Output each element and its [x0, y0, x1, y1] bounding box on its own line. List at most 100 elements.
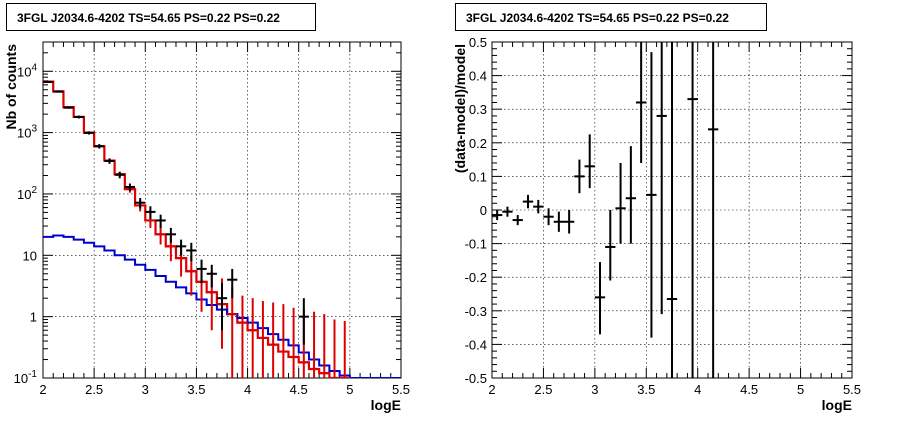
y-tick-label: 104 [17, 62, 37, 79]
y-tick-label: 0.4 [469, 69, 487, 84]
data-points-black-point [298, 298, 309, 345]
model-points-red-point [268, 302, 279, 378]
model-points-red-point [319, 314, 330, 378]
y-axis-title: Nb of counts [3, 44, 19, 130]
y-tick-label: -0.4 [465, 337, 487, 352]
model-points-red-point [227, 287, 238, 378]
residual-points-black-point [543, 208, 554, 226]
residual-points-black-point [605, 210, 616, 281]
x-axis-title: logE [371, 397, 401, 413]
series-layer [43, 80, 401, 378]
residual-points-black-point [615, 162, 626, 244]
residual-points-black-point [533, 199, 544, 214]
y-tick-label: 0 [480, 203, 487, 218]
model-points-red-point [247, 298, 258, 378]
residual-points-black-point [522, 194, 534, 209]
residual-points-black-point [666, 42, 678, 378]
data-points-black-point [114, 171, 125, 179]
left-chart-title: 3FGL J2034.6-4202 TS=54.65 PS=0.22 PS=0.… [6, 3, 316, 31]
data-points-black-point [145, 206, 156, 220]
y-tick-label: -0.3 [465, 304, 487, 319]
x-tick-label: 4 [244, 382, 251, 397]
residual-points-black-point [564, 210, 575, 234]
x-tick-label: 3 [142, 382, 149, 397]
residual-points-black-point [502, 206, 513, 217]
data-points-black-point [196, 259, 207, 284]
y-tick-label: 1 [30, 310, 37, 325]
y-tick-label: -0.1 [465, 237, 487, 252]
series-layer [492, 42, 719, 378]
x-axis-title: logE [822, 397, 852, 413]
model-points-red-point [155, 225, 166, 245]
x-tick-label: 2 [39, 382, 46, 397]
data-points-black-point [94, 144, 105, 149]
data-points-black-point [175, 239, 187, 256]
x-tick-label: 3.5 [637, 382, 655, 397]
x-tick-label: 4.5 [290, 382, 308, 397]
x-tick-label: 2.5 [534, 382, 552, 397]
residual-points-black-point [512, 215, 523, 226]
model-points-red-point [257, 300, 269, 378]
x-tick-label: 5 [346, 382, 353, 397]
right-chart-title: 3FGL J2034.6-4202 TS=54.65 PS=0.22 PS=0.… [455, 3, 767, 31]
model-points-red-point [186, 255, 197, 296]
data-points-black-point [63, 106, 74, 109]
residual-points-black-point [636, 42, 647, 163]
left-plot-area: 2 2.5 3 3.5 4 4.5 5 5.5 10-1 1 10 102 103 104 logE Nb o… [3, 41, 410, 413]
y-tick-label: 10 [23, 248, 37, 263]
y-tick-label: 10-1 [14, 369, 38, 386]
residual-points-black-point [553, 211, 564, 232]
data-points-black-point [83, 131, 95, 135]
y-tick-label: 0.3 [469, 102, 487, 117]
x-tick-label: 4.5 [740, 382, 758, 397]
data-points-black-point [216, 283, 228, 331]
residual-points-black-point [574, 159, 585, 194]
y-tick-label: -0.2 [465, 270, 487, 285]
data-points-black-point [155, 214, 166, 228]
data-points-black-point [73, 115, 84, 119]
residual-points-black-point [708, 42, 719, 378]
data-points-black-point [227, 268, 238, 299]
data-points-black-point [124, 183, 136, 191]
data-points-black-point [53, 90, 64, 93]
x-tick-label: 5.5 [843, 382, 861, 397]
y-tick-label: 103 [17, 124, 37, 141]
y-tick-label: 0.2 [469, 136, 487, 151]
x-tick-label: 2.5 [85, 382, 103, 397]
residual-points-black-point [656, 42, 667, 315]
y-tick-label: -0.5 [465, 371, 487, 386]
y-tick-label: 0.1 [469, 169, 487, 184]
right-plot-area: 2 2.5 3 3.5 4 4.5 5 5.5 -0.5 -0.4 -0.3 -0.2 -0.1 0 0.1… [452, 35, 861, 413]
y-tick-label: 0.5 [469, 35, 487, 50]
data-points-black-point [135, 197, 146, 209]
model-points-red-point [288, 307, 299, 378]
model-points-red-point [308, 311, 320, 378]
residual-points-black-point [492, 210, 503, 221]
residual-points-black-point [584, 134, 595, 189]
tick-marks [491, 41, 853, 379]
x-tick-label: 3 [591, 382, 598, 397]
x-tick-label: 4 [694, 382, 701, 397]
data-points-black-point [43, 80, 54, 83]
model-points-red-point [278, 304, 289, 378]
gridlines [492, 42, 852, 378]
plot-frame [42, 41, 402, 379]
residual-points-black-point [594, 262, 606, 335]
data-points-black-point [165, 227, 176, 243]
x-tick-label: 2 [488, 382, 495, 397]
x-tick-label: 3.5 [187, 382, 205, 397]
tick-marks [42, 41, 402, 379]
data-points-black-point [186, 242, 197, 262]
data-points-black-point [206, 264, 217, 288]
x-tick-label: 5.5 [392, 382, 410, 397]
y-tick-label: 102 [17, 185, 37, 202]
model-points-red-point [329, 319, 340, 378]
model-points-red-point [339, 320, 350, 378]
residual-points-black-point [646, 52, 657, 338]
data-points-black-point [104, 158, 115, 164]
residual-points-black-point [625, 146, 636, 244]
x-tick-label: 5 [797, 382, 804, 397]
y-axis-title: (data-model)/model [452, 44, 468, 173]
model-points-red-point [237, 295, 248, 378]
